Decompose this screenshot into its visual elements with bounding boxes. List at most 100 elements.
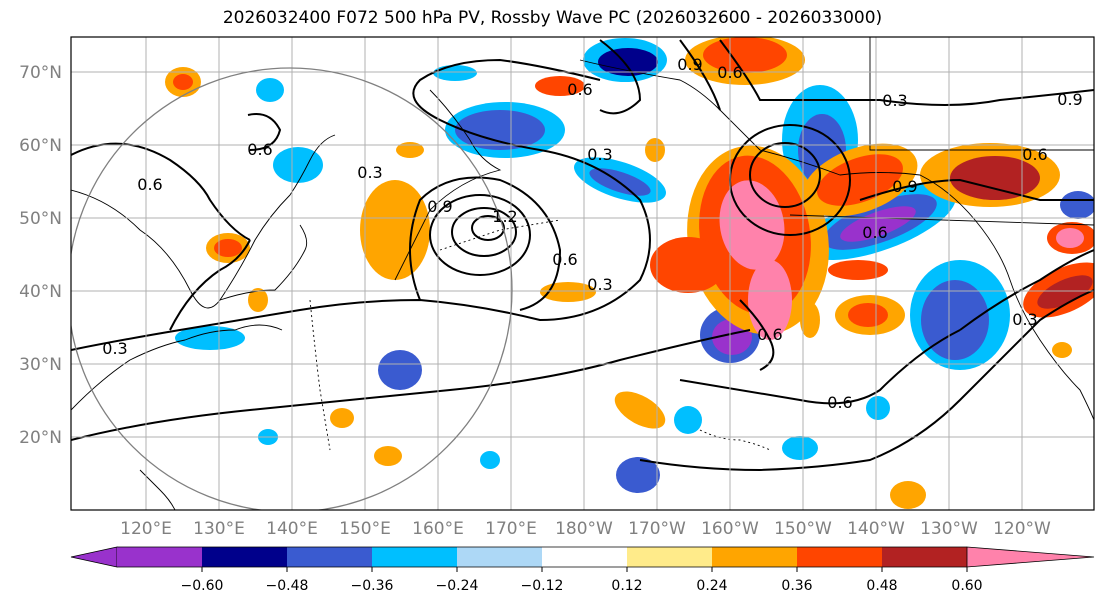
pv-contour (679, 329, 961, 405)
colorbar-segment (457, 547, 542, 567)
longitude-labels: 120°E 130°E 140°E 150°E 160°E 170°E 180°… (120, 519, 1051, 539)
pv-contour (71, 58, 651, 351)
latitude-labels: 70°N 60°N 50°N 40°N 30°N 20°N (19, 63, 62, 448)
coastline-aleutians (439, 219, 561, 251)
anomaly-negative (175, 326, 245, 350)
map-frame (70, 36, 1095, 511)
anomaly-positive (950, 156, 1040, 200)
pv-contour (471, 215, 505, 241)
colorbar-label: −0.36 (351, 578, 394, 594)
colorbar-label: 0.60 (951, 578, 982, 594)
colorbar-segment (542, 547, 627, 567)
anomaly-negative (616, 457, 660, 493)
pv-contour (429, 194, 531, 276)
anomaly-positive (374, 446, 402, 466)
colorbar-segment (627, 547, 712, 567)
pv-contour (859, 178, 1094, 201)
colorbar-extend-low (70, 546, 118, 568)
contour-label: 0.9 (677, 55, 702, 74)
anomaly-positive (614, 391, 666, 429)
pv-contour (719, 39, 1094, 106)
pv-contour (749, 142, 821, 208)
anomaly-negative (674, 406, 702, 434)
contour-label: 0.6 (247, 140, 272, 159)
lat-label: 20°N (19, 428, 62, 448)
lat-label: 70°N (19, 63, 62, 83)
anomaly-positive (1037, 275, 1093, 309)
anomaly-negative (273, 147, 323, 183)
contour-label: 0.3 (882, 91, 907, 110)
lat-label: 50°N (19, 209, 62, 229)
anomaly-negative (866, 396, 890, 420)
anomaly-positive (330, 408, 354, 428)
lon-label: 170°E (485, 519, 537, 539)
colorbar-segment (287, 547, 372, 567)
contour-label: 0.6 (137, 175, 162, 194)
lat-label: 40°N (19, 282, 62, 302)
anomaly-positive (650, 237, 726, 293)
graticule (71, 37, 1094, 510)
map-title: 2026032400 F072 500 hPa PV, Rossby Wave … (222, 8, 883, 28)
pv-contour (247, 113, 282, 151)
anomaly-negative (598, 48, 658, 76)
colorbar-ticks (201, 567, 968, 572)
colorbar-label: 0.12 (611, 578, 642, 594)
coastlines (71, 37, 1094, 510)
pv-contour (169, 239, 251, 331)
anomaly-positive (703, 37, 787, 73)
anomaly-positive (535, 76, 585, 96)
lon-label: 130°E (193, 519, 245, 539)
contour-label: 0.6 (827, 393, 852, 412)
anomaly-positive (828, 260, 888, 280)
pv-contour (599, 39, 642, 115)
contour-label: 0.3 (587, 145, 612, 164)
colorbar-label: 0.36 (781, 578, 812, 594)
colorbar-segment (797, 547, 882, 567)
lon-label: 130°W (920, 519, 978, 539)
coastline-north-america (759, 149, 1094, 421)
colorbar-extend-high (966, 546, 1095, 568)
anomaly-negative (378, 350, 422, 390)
colorbar: −0.60 −0.48 −0.36 −0.24 −0.12 0.12 0.24 … (70, 546, 1095, 594)
colorbar-label: −0.12 (521, 578, 564, 594)
lon-label: 160°W (701, 519, 759, 539)
coastline-alaska (579, 59, 761, 151)
lon-label: 120°W (993, 519, 1051, 539)
coastline-hawaii (699, 429, 771, 451)
colorbar-labels: −0.60 −0.48 −0.36 −0.24 −0.12 0.12 0.24 … (181, 578, 983, 594)
contour-label: 0.6 (862, 223, 887, 242)
border-us-canada (789, 214, 1094, 226)
pv-contour (71, 329, 751, 441)
contour-label: 0.6 (717, 63, 742, 82)
anomaly-positive (1056, 228, 1084, 248)
pv-contour (71, 142, 251, 241)
anomaly-positive (396, 142, 424, 158)
colorbar-segment (712, 547, 797, 567)
map-content: 0.9 0.6 0.6 0.3 0.9 0.6 0.3 0.6 0.6 0.9 … (71, 37, 1094, 510)
contour-label: 0.6 (757, 325, 782, 344)
lat-label: 60°N (19, 136, 62, 156)
anomaly-positive (800, 302, 820, 338)
colorbar-label: −0.48 (266, 578, 309, 594)
coastline-kamchatka (394, 89, 502, 281)
colorbar-segment (372, 547, 457, 567)
lon-label: 150°W (774, 519, 832, 539)
coastline-china (71, 324, 283, 411)
lat-label: 30°N (19, 355, 62, 375)
anomaly-negative (256, 78, 284, 102)
coastline-islands (309, 299, 331, 451)
coastline-asia (71, 134, 336, 309)
contour-label: 0.3 (357, 163, 382, 182)
anomaly-positive (848, 303, 888, 327)
anomaly-positive (1052, 342, 1072, 358)
lon-label: 180°W (555, 519, 613, 539)
colorbar-segment (882, 547, 967, 567)
contour-label: 1.2 (492, 207, 517, 226)
lon-label: 120°E (120, 519, 172, 539)
contour-label: 0.6 (552, 250, 577, 269)
lon-label: 160°E (412, 519, 464, 539)
contour-label: 0.3 (587, 275, 612, 294)
anomaly-positive (748, 260, 792, 340)
pv-contour (959, 249, 1094, 331)
colorbar-label: 0.24 (696, 578, 727, 594)
